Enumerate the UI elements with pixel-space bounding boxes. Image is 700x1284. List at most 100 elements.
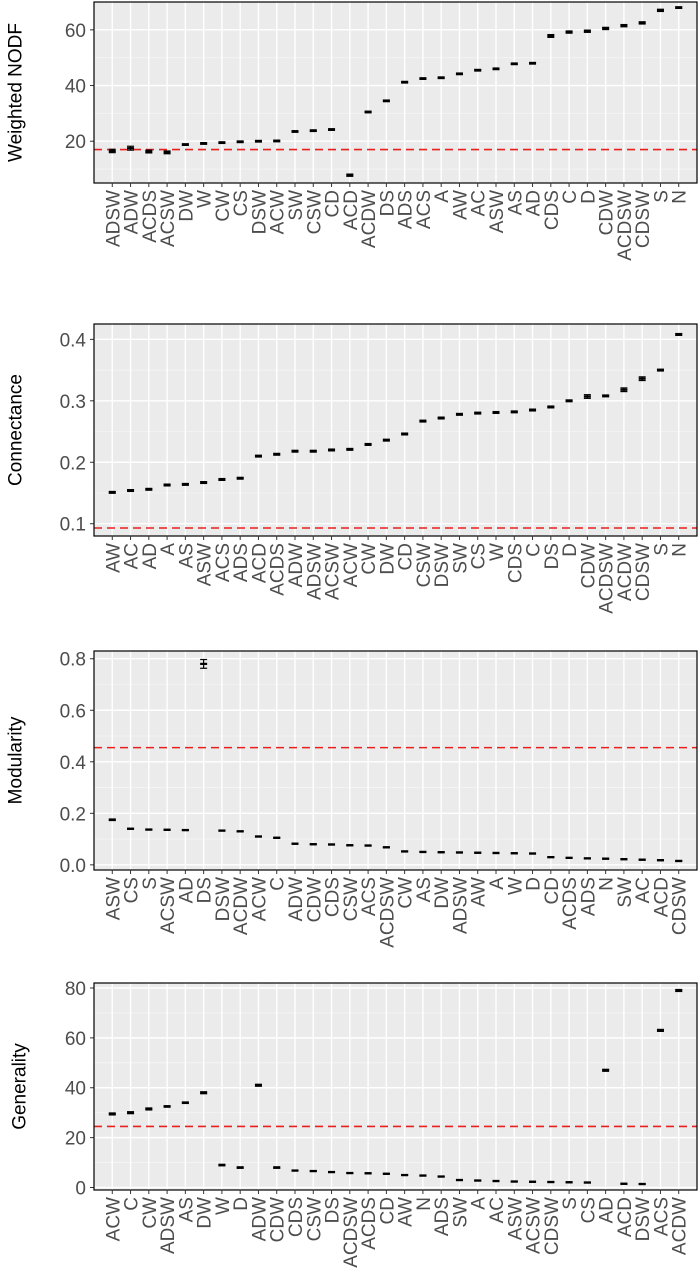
generality-y-tick-label: 80	[65, 979, 86, 1000]
connectance-x-tick-label: ACS	[213, 543, 234, 582]
generality-x-tick-label: ADW	[249, 1197, 270, 1241]
generality-point-ADW	[254, 1083, 262, 1087]
generality-point-ASW	[510, 1180, 518, 1183]
modularity-x-tick-label: AW	[469, 877, 490, 907]
modularity-point-AC	[638, 858, 646, 861]
modularity-x-tick-label: D	[524, 877, 545, 891]
connectance-x-tick-label: AW	[103, 543, 124, 573]
generality-point-DS	[328, 1170, 336, 1174]
modularity-x-tick-label: CDSW	[670, 877, 691, 935]
generality-x-tick-label: AS	[176, 1197, 197, 1222]
nodf-x-tick-label: ADW	[122, 190, 143, 234]
connectance-x-tick-label: ADW	[286, 543, 307, 587]
connectance-point-ACSW	[328, 448, 336, 452]
connectance-y-tick-label: 0.3	[60, 392, 86, 413]
generality-point-W	[218, 1163, 226, 1167]
nodf-point-ACDS	[145, 149, 153, 154]
modularity-point-AW	[474, 851, 482, 854]
nodf-x-tick-label: AD	[524, 190, 545, 216]
connectance-point-D	[565, 399, 573, 403]
modularity-plot-background	[94, 651, 697, 870]
generality-x-tick-label: ACSW	[524, 1197, 545, 1254]
generality-point-N	[419, 1174, 427, 1177]
generality-point-ACSW	[529, 1180, 537, 1183]
nodf-x-tick-label: CD	[323, 190, 344, 217]
generality-x-tick-label: ACDS	[359, 1197, 380, 1250]
connectance-x-tick-label: CDS	[505, 543, 526, 583]
modularity-point-S	[145, 828, 153, 831]
connectance-point-C	[529, 408, 537, 412]
generality-x-tick-label: A	[469, 1197, 490, 1210]
nodf-point-CW	[218, 141, 226, 145]
generality-y-tick-label: 60	[65, 1029, 86, 1050]
modularity-x-tick-label: ACS	[359, 877, 380, 916]
generality-point-DW	[200, 1091, 208, 1095]
generality-point-CDSW	[547, 1180, 555, 1184]
modularity-y-tick-label: 0.4	[60, 753, 87, 774]
nodf-point-DSW	[254, 139, 262, 143]
connectance-panel: 0.1 0.2 0.3 0.4 AWACADAASASWACSADSACDACDSADW…	[6, 323, 698, 614]
connectance-point-ACD	[254, 454, 262, 458]
connectance-x-tick-label: CDSW	[633, 543, 654, 601]
nodf-x-tick-label: ACDSW	[615, 190, 636, 261]
connectance-panel-border	[93, 323, 698, 537]
nodf-point-CDSW	[638, 21, 646, 25]
connectance-point-AW	[108, 490, 116, 494]
connectance-point-AC	[127, 489, 135, 493]
connectance-x-tick-label: AC	[122, 543, 143, 569]
modularity-x-tick-label: CDS	[323, 877, 344, 917]
generality-y-tick-label: 20	[65, 1129, 86, 1150]
nodf-x-tick-label: ACDW	[359, 190, 380, 248]
generality-y-tick-label: 40	[65, 1079, 86, 1100]
modularity-point-N	[602, 857, 610, 860]
modularity-x-tick-label: S	[140, 877, 161, 890]
generality-point-ADSW	[163, 1105, 171, 1108]
connectance-point-ACS	[218, 477, 226, 481]
connectance-x-tick-label: C	[524, 543, 545, 557]
modularity-point-SW	[620, 858, 628, 861]
nodf-x-tick-label: CS	[231, 190, 252, 216]
modularity-y-tick-label: 0.2	[60, 804, 86, 825]
nodf-point-ADS	[401, 80, 409, 84]
modularity-point-ACSW	[163, 828, 171, 831]
connectance-x-tick-label: ACDW	[615, 543, 636, 601]
generality-point-ACS	[656, 1028, 664, 1032]
nodf-point-ACSW	[163, 150, 171, 155]
generality-x-tick-label: DSW	[633, 1197, 654, 1241]
modularity-point-ACDW	[236, 830, 244, 833]
modularity-x-tick-label: ACDS	[560, 877, 581, 930]
connectance-x-tick-label: ACDS	[268, 543, 289, 596]
modularity-point-AS	[419, 850, 427, 854]
connectance-point-N	[675, 332, 683, 336]
nodf-x-tick-label: S	[651, 190, 672, 203]
generality-point-ACDW	[675, 988, 683, 993]
nodf-x-tick-label: W	[195, 190, 216, 208]
connectance-point-ACDSW	[602, 394, 610, 398]
nodf-x-tick-label: ACS	[414, 190, 435, 229]
generality-x-tick-label: CS	[578, 1197, 599, 1223]
connectance-point-CDSW	[638, 376, 646, 382]
nodf-y-tick-label: 20	[65, 132, 86, 153]
nodf-point-D	[583, 29, 591, 33]
generality-x-tick-label: W	[213, 1197, 234, 1215]
modularity-x-tick-label: CS	[122, 877, 143, 903]
connectance-point-DW	[382, 438, 390, 442]
connectance-x-tick-label: D	[560, 543, 581, 557]
connectance-x-tick-label: ACSW	[323, 543, 344, 600]
connectance-x-tick-label: DS	[542, 543, 563, 569]
nodf-point-SW	[291, 130, 299, 133]
generality-x-tick-label: AC	[487, 1197, 508, 1223]
nodf-x-tick-label: ADSW	[103, 190, 124, 247]
connectance-x-tick-label: CS	[469, 543, 490, 569]
connectance-point-ADS	[236, 476, 244, 480]
generality-x-tick-label: AD	[597, 1197, 618, 1223]
nodf-y-tick-label: 60	[65, 21, 86, 42]
generality-point-AD	[602, 1068, 610, 1072]
modularity-y-tick-label: 0.0	[60, 856, 86, 877]
generality-x-tick-label: ASW	[505, 1197, 526, 1240]
modularity-x-tick-label: ACSW	[158, 877, 179, 934]
nodf-point-ADSW	[108, 148, 116, 154]
connectance-point-CDS	[510, 410, 518, 414]
connectance-point-ADW	[291, 449, 299, 453]
generality-point-CDW	[273, 1166, 281, 1169]
